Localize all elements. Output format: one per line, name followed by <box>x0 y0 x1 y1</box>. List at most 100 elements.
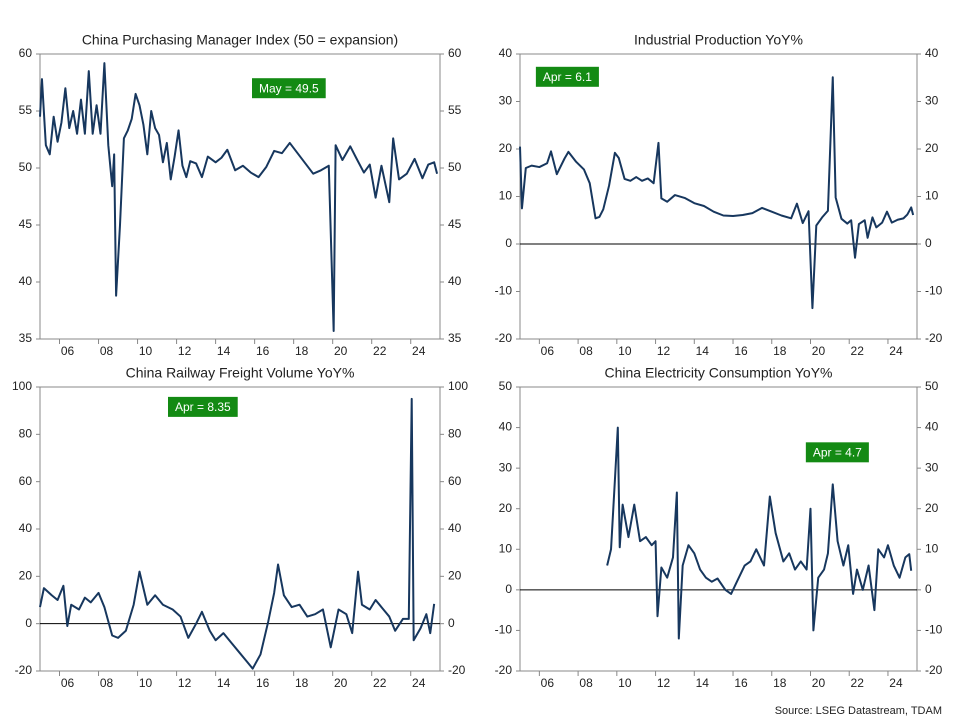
y-tick-label-right: -20 <box>448 663 466 677</box>
y-tick-label-right: 80 <box>448 427 462 441</box>
x-tick-label: 20 <box>334 676 348 690</box>
y-tick-label-right: 40 <box>925 46 939 60</box>
x-tick-label: 10 <box>139 676 153 690</box>
y-tick-label-right: 40 <box>448 274 462 288</box>
x-tick-label: 18 <box>295 344 309 358</box>
y-tick-label: -10 <box>495 284 513 298</box>
x-tick-label: 18 <box>295 676 309 690</box>
x-tick-label: 20 <box>812 344 826 358</box>
x-tick-label: 12 <box>178 676 192 690</box>
y-tick-label: 20 <box>499 141 513 155</box>
x-tick-label: 20 <box>812 676 826 690</box>
y-tick-label: 20 <box>499 501 513 515</box>
annotation-box <box>168 396 238 417</box>
x-tick-label: 12 <box>657 344 671 358</box>
x-tick-label: 14 <box>696 344 710 358</box>
x-tick-label: 24 <box>889 676 903 690</box>
x-tick-label: 14 <box>217 676 231 690</box>
y-tick-label: 50 <box>19 160 33 174</box>
y-tick-label: -20 <box>15 663 33 677</box>
annotation-box <box>535 66 599 87</box>
x-tick-label: 16 <box>734 676 748 690</box>
y-tick-label: 40 <box>19 274 33 288</box>
x-tick-label: 10 <box>139 344 153 358</box>
plot-frame <box>519 53 918 340</box>
chart-title: China Railway Freight Volume YoY% <box>126 365 355 381</box>
source-note: Source: LSEG Datastream, TDAM <box>775 705 942 717</box>
x-tick-label: 12 <box>178 344 192 358</box>
y-tick-label-right: 60 <box>448 474 462 488</box>
y-tick-label-right: 45 <box>448 217 462 231</box>
y-tick-label: 45 <box>19 217 33 231</box>
x-tick-label: 16 <box>256 676 270 690</box>
plot-frame <box>519 386 918 672</box>
data-line <box>606 426 913 640</box>
y-tick-label-right: 50 <box>448 160 462 174</box>
y-tick-label-right: -10 <box>925 623 943 637</box>
y-tick-label-right: 35 <box>448 331 462 345</box>
y-tick-label-right: 0 <box>925 582 932 596</box>
y-tick-label: 10 <box>499 189 513 203</box>
y-tick-label-right: -20 <box>925 331 943 345</box>
data-line <box>519 76 915 310</box>
x-tick-label: 22 <box>851 344 865 358</box>
annotation: Apr = 4.7 <box>805 442 869 463</box>
y-tick-label: 0 <box>505 236 512 250</box>
plot-frame <box>39 386 441 672</box>
x-tick-label: 22 <box>373 676 387 690</box>
x-tick-label: 08 <box>100 344 114 358</box>
x-tick-label: 12 <box>657 676 671 690</box>
x-tick-label: 06 <box>61 344 75 358</box>
annotation: Apr = 8.35 <box>168 396 238 417</box>
y-tick-label-right: 20 <box>448 569 462 583</box>
annotation-text: Apr = 6.1 <box>543 70 592 84</box>
y-tick-label-right: 20 <box>925 501 939 515</box>
y-tick-label: 0 <box>25 616 32 630</box>
y-tick-label: 40 <box>19 521 33 535</box>
annotation: Apr = 6.1 <box>535 66 599 87</box>
y-tick-label: -20 <box>495 663 513 677</box>
chart-title: Industrial Production YoY% <box>634 32 803 48</box>
annotation-text: Apr = 4.7 <box>813 445 862 459</box>
y-tick-label: 0 <box>505 582 512 596</box>
x-tick-label: 14 <box>217 344 231 358</box>
x-tick-label: 20 <box>334 344 348 358</box>
y-tick-label: 60 <box>19 474 33 488</box>
x-tick-label: 16 <box>734 344 748 358</box>
y-tick-label: 30 <box>499 94 513 108</box>
x-tick-label: 10 <box>618 676 632 690</box>
y-tick-label: 10 <box>499 541 513 555</box>
x-tick-label: 22 <box>373 344 387 358</box>
annotation-text: Apr = 8.35 <box>175 400 231 414</box>
data-line <box>39 397 436 670</box>
y-tick-label: 40 <box>499 420 513 434</box>
y-tick-label-right: -20 <box>925 663 943 677</box>
chart-title: China Electricity Consumption YoY% <box>604 365 832 381</box>
data-line <box>39 62 439 333</box>
annotation-box <box>252 78 326 99</box>
y-tick-label-right: 30 <box>925 460 939 474</box>
y-tick-label: 35 <box>19 331 33 345</box>
x-tick-label: 16 <box>256 344 270 358</box>
x-tick-label: 18 <box>773 676 787 690</box>
x-tick-label: 22 <box>851 676 865 690</box>
y-tick-label: 60 <box>19 46 33 60</box>
y-tick-label-right: -10 <box>925 284 943 298</box>
x-tick-label: 08 <box>579 676 593 690</box>
y-tick-label-right: 20 <box>925 141 939 155</box>
y-tick-label-right: 60 <box>448 46 462 60</box>
x-tick-label: 06 <box>61 676 75 690</box>
x-tick-label: 24 <box>412 344 426 358</box>
y-tick-label-right: 100 <box>448 379 468 393</box>
y-tick-label-right: 10 <box>925 541 939 555</box>
x-tick-label: 06 <box>541 676 555 690</box>
x-tick-label: 06 <box>541 344 555 358</box>
y-tick-label-right: 55 <box>448 103 462 117</box>
x-tick-label: 10 <box>618 344 632 358</box>
y-tick-label: 40 <box>499 46 513 60</box>
y-tick-label: 55 <box>19 103 33 117</box>
annotation: May = 49.5 <box>252 78 326 99</box>
x-tick-label: 24 <box>889 344 903 358</box>
y-tick-label: 80 <box>19 427 33 441</box>
